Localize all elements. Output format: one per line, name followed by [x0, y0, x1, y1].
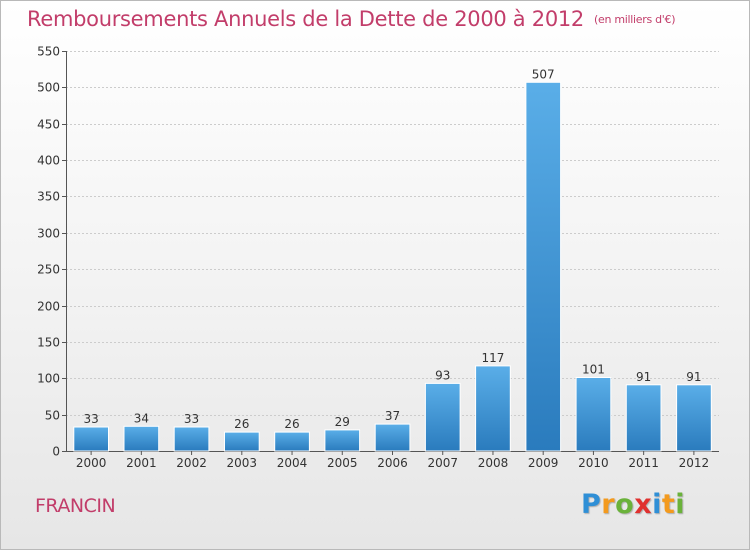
- data-label: 507: [532, 67, 555, 81]
- data-label: 91: [636, 370, 651, 384]
- bar: [224, 431, 260, 452]
- data-label: 34: [134, 411, 149, 425]
- bar: [525, 81, 562, 452]
- commune-name: FRANCIN: [35, 495, 116, 517]
- y-tick-label: 150: [37, 336, 60, 350]
- data-label: 26: [284, 417, 299, 431]
- y-tick-label: 550: [37, 45, 60, 59]
- bar: [575, 377, 612, 452]
- data-label: 33: [184, 412, 199, 426]
- x-tick-label: 2003: [227, 456, 258, 470]
- y-tick-label: 100: [37, 372, 60, 386]
- axes: [66, 51, 719, 452]
- chart-subtitle: (en milliers d'€): [594, 13, 676, 26]
- grid-lines: [66, 51, 719, 416]
- x-tick-label: 2009: [528, 456, 559, 470]
- logo-letter: P: [581, 489, 602, 520]
- y-tick-label: 0: [52, 445, 60, 459]
- bar: [625, 384, 662, 452]
- x-tick-label: 2008: [478, 456, 509, 470]
- y-axis-ticks: 0 50 100 150 200 250 300 350 400 450 500 550: [37, 45, 66, 459]
- logo-letter: r: [601, 489, 616, 520]
- y-tick-label: 450: [37, 118, 60, 132]
- x-tick-label: 2000: [76, 456, 107, 470]
- bar: [324, 429, 361, 452]
- x-axis-ticks: 2000 2001 2002 2003 2004 2005 2006 2007 2008 2009…: [76, 451, 709, 470]
- x-tick-label: 2001: [126, 456, 157, 470]
- logo-letter: i: [652, 489, 662, 520]
- y-tick-label: 300: [37, 227, 60, 241]
- data-label: 26: [234, 417, 249, 431]
- chart-title-text: Remboursements Annuels de la Dette de 20…: [27, 7, 584, 31]
- data-label: 37: [385, 409, 400, 423]
- proxiti-logo: Proxiti: [581, 489, 685, 520]
- bar: [424, 382, 461, 452]
- bar: [123, 425, 160, 452]
- logo-letter: i: [675, 489, 686, 520]
- x-tick-label: 2006: [377, 456, 408, 470]
- x-tick-label: 2002: [176, 456, 207, 470]
- data-label: 33: [83, 412, 98, 426]
- y-tick-label: 250: [37, 263, 60, 277]
- bar: [73, 426, 110, 452]
- x-tick-label: 2011: [628, 456, 659, 470]
- chart-title: Remboursements Annuels de la Dette de 20…: [27, 7, 675, 31]
- bar: [173, 426, 210, 452]
- x-tick-label: 2012: [679, 456, 710, 470]
- bar: [475, 365, 511, 452]
- logo-letter: o: [615, 489, 635, 520]
- data-labels: 33 34 33 26 26 29 37 93 117 507 101 91 91: [83, 67, 701, 431]
- x-tick-label: 2010: [578, 456, 609, 470]
- y-tick-label: 500: [37, 81, 60, 95]
- data-label: 101: [582, 363, 605, 377]
- bar: [374, 423, 411, 452]
- bars: [73, 81, 712, 452]
- y-tick-label: 350: [37, 190, 60, 204]
- bar: [274, 431, 310, 452]
- bar: [676, 384, 712, 452]
- x-tick-label: 2005: [327, 456, 358, 470]
- data-label: 29: [335, 415, 350, 429]
- y-tick-label: 200: [37, 300, 60, 314]
- data-label: 117: [482, 351, 505, 365]
- y-tick-label: 400: [37, 154, 60, 168]
- data-label: 91: [686, 370, 701, 384]
- y-tick-label: 50: [45, 409, 60, 423]
- logo-letter: x: [634, 489, 653, 520]
- x-tick-label: 2004: [277, 456, 308, 470]
- logo-letter: t: [661, 489, 676, 520]
- data-label: 93: [435, 368, 450, 382]
- x-tick-label: 2007: [427, 456, 458, 470]
